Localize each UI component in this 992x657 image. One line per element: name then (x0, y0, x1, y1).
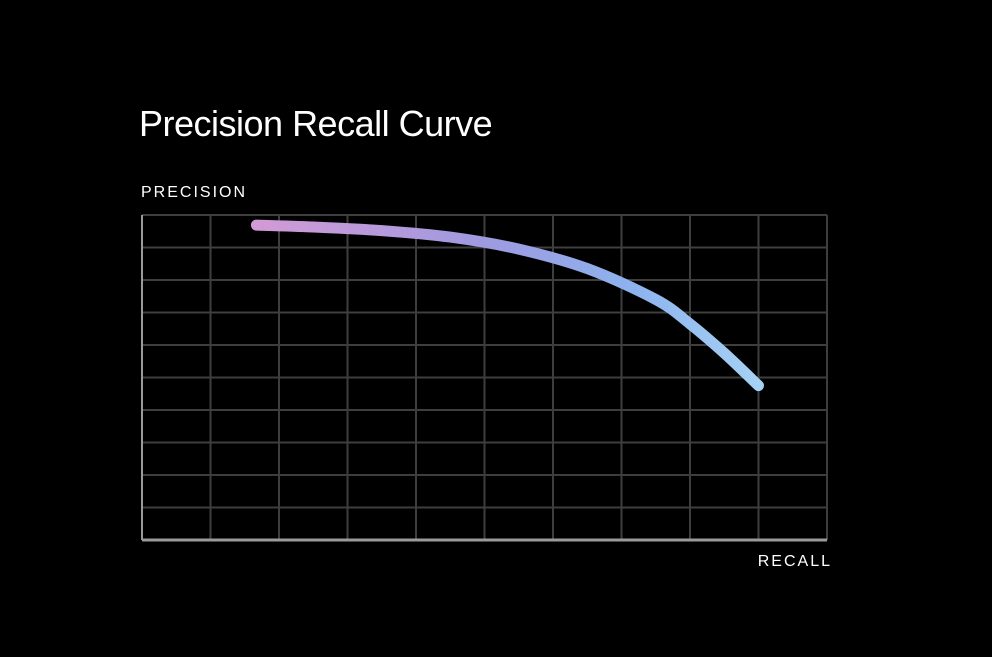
precision-recall-curve (250, 219, 764, 392)
grid (141, 214, 828, 541)
chart-title: Precision Recall Curve (139, 103, 493, 144)
x-axis-label: RECALL (757, 553, 832, 570)
y-axis-label: PRECISION (141, 184, 248, 201)
axes (141, 215, 827, 542)
